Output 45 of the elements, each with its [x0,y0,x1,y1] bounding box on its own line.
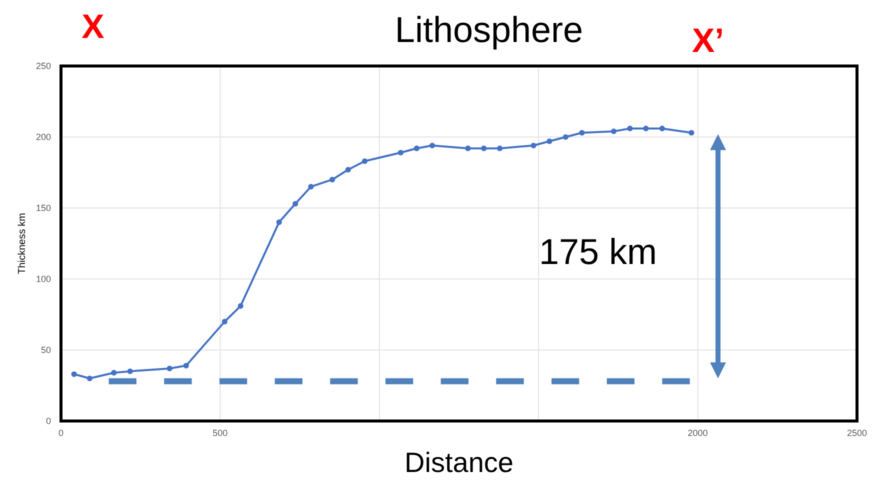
point [659,126,665,132]
point [429,142,436,148]
point [688,130,694,136]
point [308,184,314,190]
x-axis-title: Distance [404,447,514,478]
point [86,376,92,382]
point [562,134,568,140]
point [579,130,585,136]
point [329,176,336,182]
x-tick-label: 2500 [846,428,868,438]
x-tick-label: 500 [212,428,228,438]
point [643,126,649,132]
point [398,150,404,156]
y-tick-label: 150 [36,203,51,213]
x-tick-label: 2000 [688,428,708,438]
y-tick-label: 100 [36,274,51,284]
text: X’ [692,22,724,60]
annotation: 175 km [538,231,658,272]
point [276,219,282,225]
text: X [82,8,105,46]
point [610,128,617,134]
point [222,318,228,324]
y-tick-label: 50 [40,345,51,355]
point [530,142,536,148]
point [238,303,244,309]
y-tick-label: 250 [36,61,51,71]
point [481,146,487,152]
y-axis-title: Thickness km [17,212,28,274]
point [496,146,503,152]
x-tick-label: 0 [58,428,64,438]
point [546,138,552,144]
point [127,368,133,374]
point [71,371,77,377]
point [183,362,189,368]
y-tick-label: 0 [46,416,51,426]
point [166,366,172,372]
point [465,146,471,152]
chart-title: Lithosphere [394,9,584,50]
point [292,200,298,207]
point [362,158,368,164]
point [345,166,351,172]
point [627,126,633,132]
point [111,370,117,376]
y-tick-label: 200 [36,132,51,142]
point [414,146,420,152]
